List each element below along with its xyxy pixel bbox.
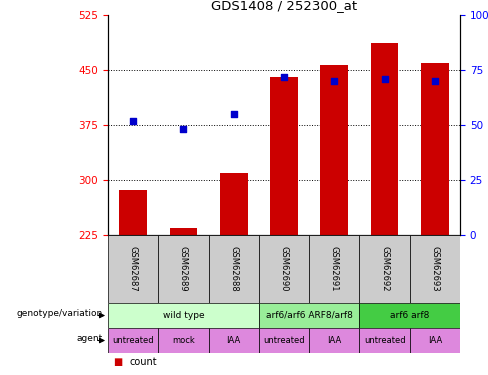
Bar xyxy=(208,235,259,303)
Point xyxy=(431,78,439,84)
Text: GSM62690: GSM62690 xyxy=(280,246,288,292)
Bar xyxy=(410,235,460,303)
Point xyxy=(230,111,238,117)
Text: GSM62687: GSM62687 xyxy=(129,246,138,292)
Text: GSM62688: GSM62688 xyxy=(229,246,238,292)
Bar xyxy=(220,172,247,235)
Point xyxy=(330,78,338,84)
Text: GSM62691: GSM62691 xyxy=(330,246,339,292)
Bar xyxy=(410,328,460,353)
Text: GSM62693: GSM62693 xyxy=(430,246,439,292)
Point xyxy=(280,74,288,80)
Text: arf6 arf8: arf6 arf8 xyxy=(390,311,429,320)
Bar xyxy=(259,328,309,353)
Bar xyxy=(259,303,360,328)
Bar xyxy=(309,235,360,303)
Point xyxy=(180,126,187,132)
Text: ■: ■ xyxy=(113,357,122,367)
Bar xyxy=(158,235,208,303)
Text: IAA: IAA xyxy=(226,336,241,345)
Text: agent: agent xyxy=(77,334,103,343)
Bar xyxy=(371,43,398,235)
Text: count: count xyxy=(130,357,158,367)
Bar xyxy=(108,303,259,328)
Text: GSM62689: GSM62689 xyxy=(179,246,188,292)
Bar xyxy=(360,235,410,303)
Bar xyxy=(108,235,158,303)
Bar xyxy=(119,189,147,235)
Text: untreated: untreated xyxy=(112,336,154,345)
Text: mock: mock xyxy=(172,336,195,345)
Bar xyxy=(208,328,259,353)
Bar xyxy=(270,77,298,235)
Bar xyxy=(321,65,348,235)
Bar xyxy=(170,228,197,235)
Bar xyxy=(360,303,460,328)
Bar xyxy=(108,328,158,353)
Text: genotype/variation: genotype/variation xyxy=(17,309,103,318)
Point xyxy=(129,118,137,124)
Text: GSM62692: GSM62692 xyxy=(380,246,389,292)
Point xyxy=(381,76,388,82)
Bar xyxy=(421,63,448,235)
Text: IAA: IAA xyxy=(428,336,442,345)
Bar xyxy=(360,328,410,353)
Text: untreated: untreated xyxy=(364,336,406,345)
Text: arf6/arf6 ARF8/arf8: arf6/arf6 ARF8/arf8 xyxy=(265,311,353,320)
Text: IAA: IAA xyxy=(327,336,342,345)
Title: GDS1408 / 252300_at: GDS1408 / 252300_at xyxy=(211,0,357,12)
Bar xyxy=(309,328,360,353)
Text: untreated: untreated xyxy=(263,336,305,345)
Text: wild type: wild type xyxy=(163,311,204,320)
Bar xyxy=(259,235,309,303)
Bar xyxy=(158,328,208,353)
